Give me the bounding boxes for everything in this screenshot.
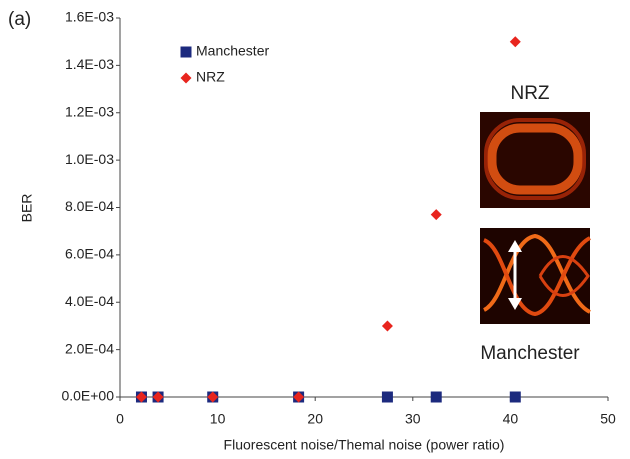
marker-diamond <box>181 73 192 84</box>
y-tick-label: 1.0E-03 <box>65 151 114 167</box>
panel-label: (a) <box>8 9 31 30</box>
marker-diamond <box>431 209 442 220</box>
manchester-eye-inset <box>480 228 590 324</box>
x-tick-label: 10 <box>210 411 226 427</box>
page: (a) BER Fluorescent noise/Themal noise (… <box>0 0 630 459</box>
legend-label: Manchester <box>196 43 269 59</box>
y-axis-label: BER <box>19 194 35 223</box>
x-tick-label: 30 <box>405 411 421 427</box>
x-tick-label: 20 <box>307 411 323 427</box>
y-tick-label: 1.2E-03 <box>65 103 114 119</box>
y-tick-label: 0.0E+00 <box>61 388 114 404</box>
marker-square <box>181 47 192 58</box>
chart: (a) BER Fluorescent noise/Themal noise (… <box>0 0 630 459</box>
marker-diamond <box>382 320 393 331</box>
y-tick-label: 1.6E-03 <box>65 9 114 25</box>
marker-square <box>431 392 442 403</box>
x-tick-label: 40 <box>503 411 519 427</box>
x-tick-label: 0 <box>116 411 124 427</box>
x-tick-label: 50 <box>600 411 616 427</box>
annotation: Manchester <box>480 343 580 364</box>
marker-square <box>510 392 521 403</box>
nrz-eye-inset <box>480 112 590 208</box>
y-tick-label: 2.0E-04 <box>65 340 114 356</box>
y-tick-label: 6.0E-04 <box>65 246 114 262</box>
y-tick-label: 4.0E-04 <box>65 293 114 309</box>
y-tick-label: 8.0E-04 <box>65 198 114 214</box>
marker-diamond <box>510 36 521 47</box>
legend-label: NRZ <box>196 69 225 85</box>
annotation: NRZ <box>510 83 549 104</box>
x-axis-label: Fluorescent noise/Themal noise (power ra… <box>224 437 505 453</box>
marker-square <box>382 392 393 403</box>
y-tick-label: 1.4E-03 <box>65 56 114 72</box>
